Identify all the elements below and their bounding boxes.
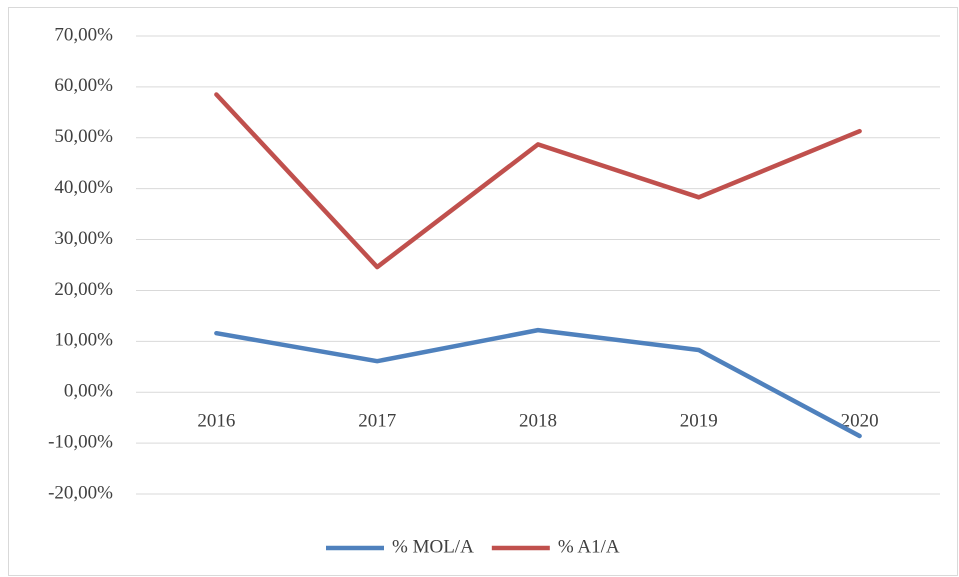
- y-tick-label: 40,00%: [54, 177, 113, 198]
- legend-label: % A1/A: [558, 536, 620, 557]
- x-tick-label: 2016: [197, 411, 235, 432]
- y-tick-label: 30,00%: [54, 228, 113, 249]
- chart-border: [8, 7, 958, 576]
- y-tick-label: -20,00%: [48, 482, 113, 503]
- x-tick-label: 2020: [841, 411, 879, 432]
- x-tick-label: 2019: [680, 411, 718, 432]
- legend-label: % MOL/A: [392, 536, 474, 557]
- y-tick-label: 50,00%: [54, 126, 113, 147]
- y-tick-label: 10,00%: [54, 330, 113, 351]
- x-tick-label: 2017: [358, 411, 396, 432]
- y-tick-label: -10,00%: [48, 431, 113, 452]
- y-tick-label: 0,00%: [64, 381, 113, 402]
- y-tick-label: 60,00%: [54, 75, 113, 96]
- data-line: [214, 92, 862, 270]
- y-tick-label: 20,00%: [54, 279, 113, 300]
- y-tick-label: 70,00%: [54, 24, 113, 45]
- x-tick-label: 2018: [519, 411, 557, 432]
- data-line: [214, 327, 862, 439]
